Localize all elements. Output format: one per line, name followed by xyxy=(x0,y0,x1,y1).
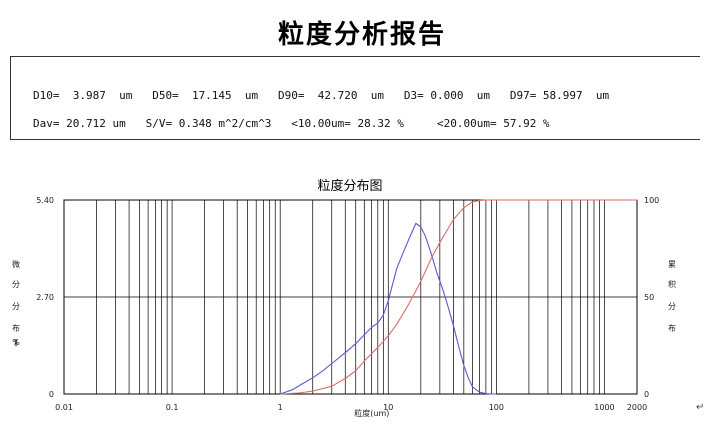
y-right-tick-label: 50 xyxy=(644,293,654,302)
y-left-title-char: 布 xyxy=(12,323,20,333)
x-axis-title: 粒度(um) xyxy=(354,408,389,418)
y-left-tick-label: 0 xyxy=(49,390,54,399)
y-left-title-char: ( xyxy=(14,338,17,347)
y-right-title-char: 分 xyxy=(668,302,676,311)
statistics-line-1: D10= 3.987 um D50= 17.145 um D90= 42.720… xyxy=(33,89,610,102)
x-tick-label: 0.01 xyxy=(55,403,73,412)
y-left-title-char: % xyxy=(12,338,20,347)
cumulative-distribution-line xyxy=(280,199,637,395)
y-right-title-char: 积 xyxy=(668,279,676,289)
y-right-title-char: 累 xyxy=(668,260,676,269)
y-left-title-char: 分 xyxy=(12,302,20,311)
y-right-tick-label: 0 xyxy=(644,390,649,399)
x-tick-label: 1000 xyxy=(594,403,614,412)
y-left-title-char: ) xyxy=(14,338,17,347)
x-tick-label: 1 xyxy=(278,403,283,412)
y-right-title-char: 布 xyxy=(668,323,676,333)
y-left-title-char: 分 xyxy=(12,280,20,289)
edit-mark-icon: ↵ xyxy=(696,402,705,413)
y-left-tick-label: 5.40 xyxy=(36,196,54,205)
y-left-title-char: 微 xyxy=(12,259,20,269)
statistics-line-2: Dav= 20.712 um S/V= 0.348 m^2/cm^3 <10.0… xyxy=(33,117,550,130)
x-tick-label: 2000 xyxy=(627,403,647,412)
differential-distribution-line xyxy=(280,222,497,395)
plot-frame xyxy=(63,199,638,395)
grid-lines xyxy=(64,200,637,394)
statistics-panel: D10= 3.987 um D50= 17.145 um D90= 42.720… xyxy=(10,56,700,140)
tick-labels: 0.01 0.1 1 10 100 1000 2000 0 2.70 5.40 0 50 100 xyxy=(36,196,659,412)
chart-title: 粒度分布图 xyxy=(317,178,382,194)
x-tick-label: 10 xyxy=(383,403,393,412)
report-title: 粒度分析报告 xyxy=(277,20,446,50)
series-lines xyxy=(280,199,637,395)
y-left-tick-label: 2.70 xyxy=(36,293,54,302)
y-right-tick-label: 100 xyxy=(644,196,659,205)
x-tick-label: 0.1 xyxy=(166,403,179,412)
x-tick-label: 100 xyxy=(489,403,504,412)
